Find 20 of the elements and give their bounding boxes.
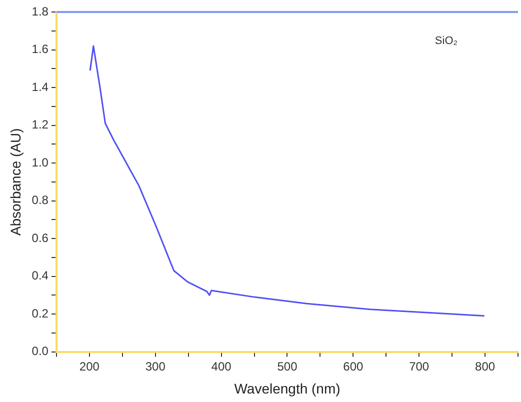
y-tick-label: 1.0 (32, 155, 49, 170)
annotation: SiO₂ (434, 35, 458, 47)
x-tick-label: 200 (79, 359, 100, 374)
y-tick-label: 1.4 (32, 80, 49, 94)
y-tick-label: 0.8 (32, 193, 49, 208)
y-tick-label: 1.6 (32, 42, 49, 56)
y-tick-label: 0.2 (32, 306, 49, 320)
x-axis-title: Wavelength (nm) (234, 380, 340, 396)
y-tick-label: 1.2 (32, 118, 49, 132)
x-tick-label: 600 (343, 359, 364, 374)
y-tick-label: 0.4 (32, 268, 49, 283)
y-tick-label: 0.0 (32, 344, 49, 358)
y-tick-label: 0.6 (32, 230, 49, 245)
y-tick-label: 1.8 (32, 4, 49, 18)
x-tick-label: 800 (475, 359, 496, 374)
x-tick-label: 700 (409, 359, 430, 374)
x-tick-label: 300 (145, 359, 166, 374)
y-axis-title: Absorbance (AU) (7, 128, 24, 236)
x-tick-label: 400 (211, 359, 232, 374)
x-tick-label: 500 (277, 359, 298, 374)
